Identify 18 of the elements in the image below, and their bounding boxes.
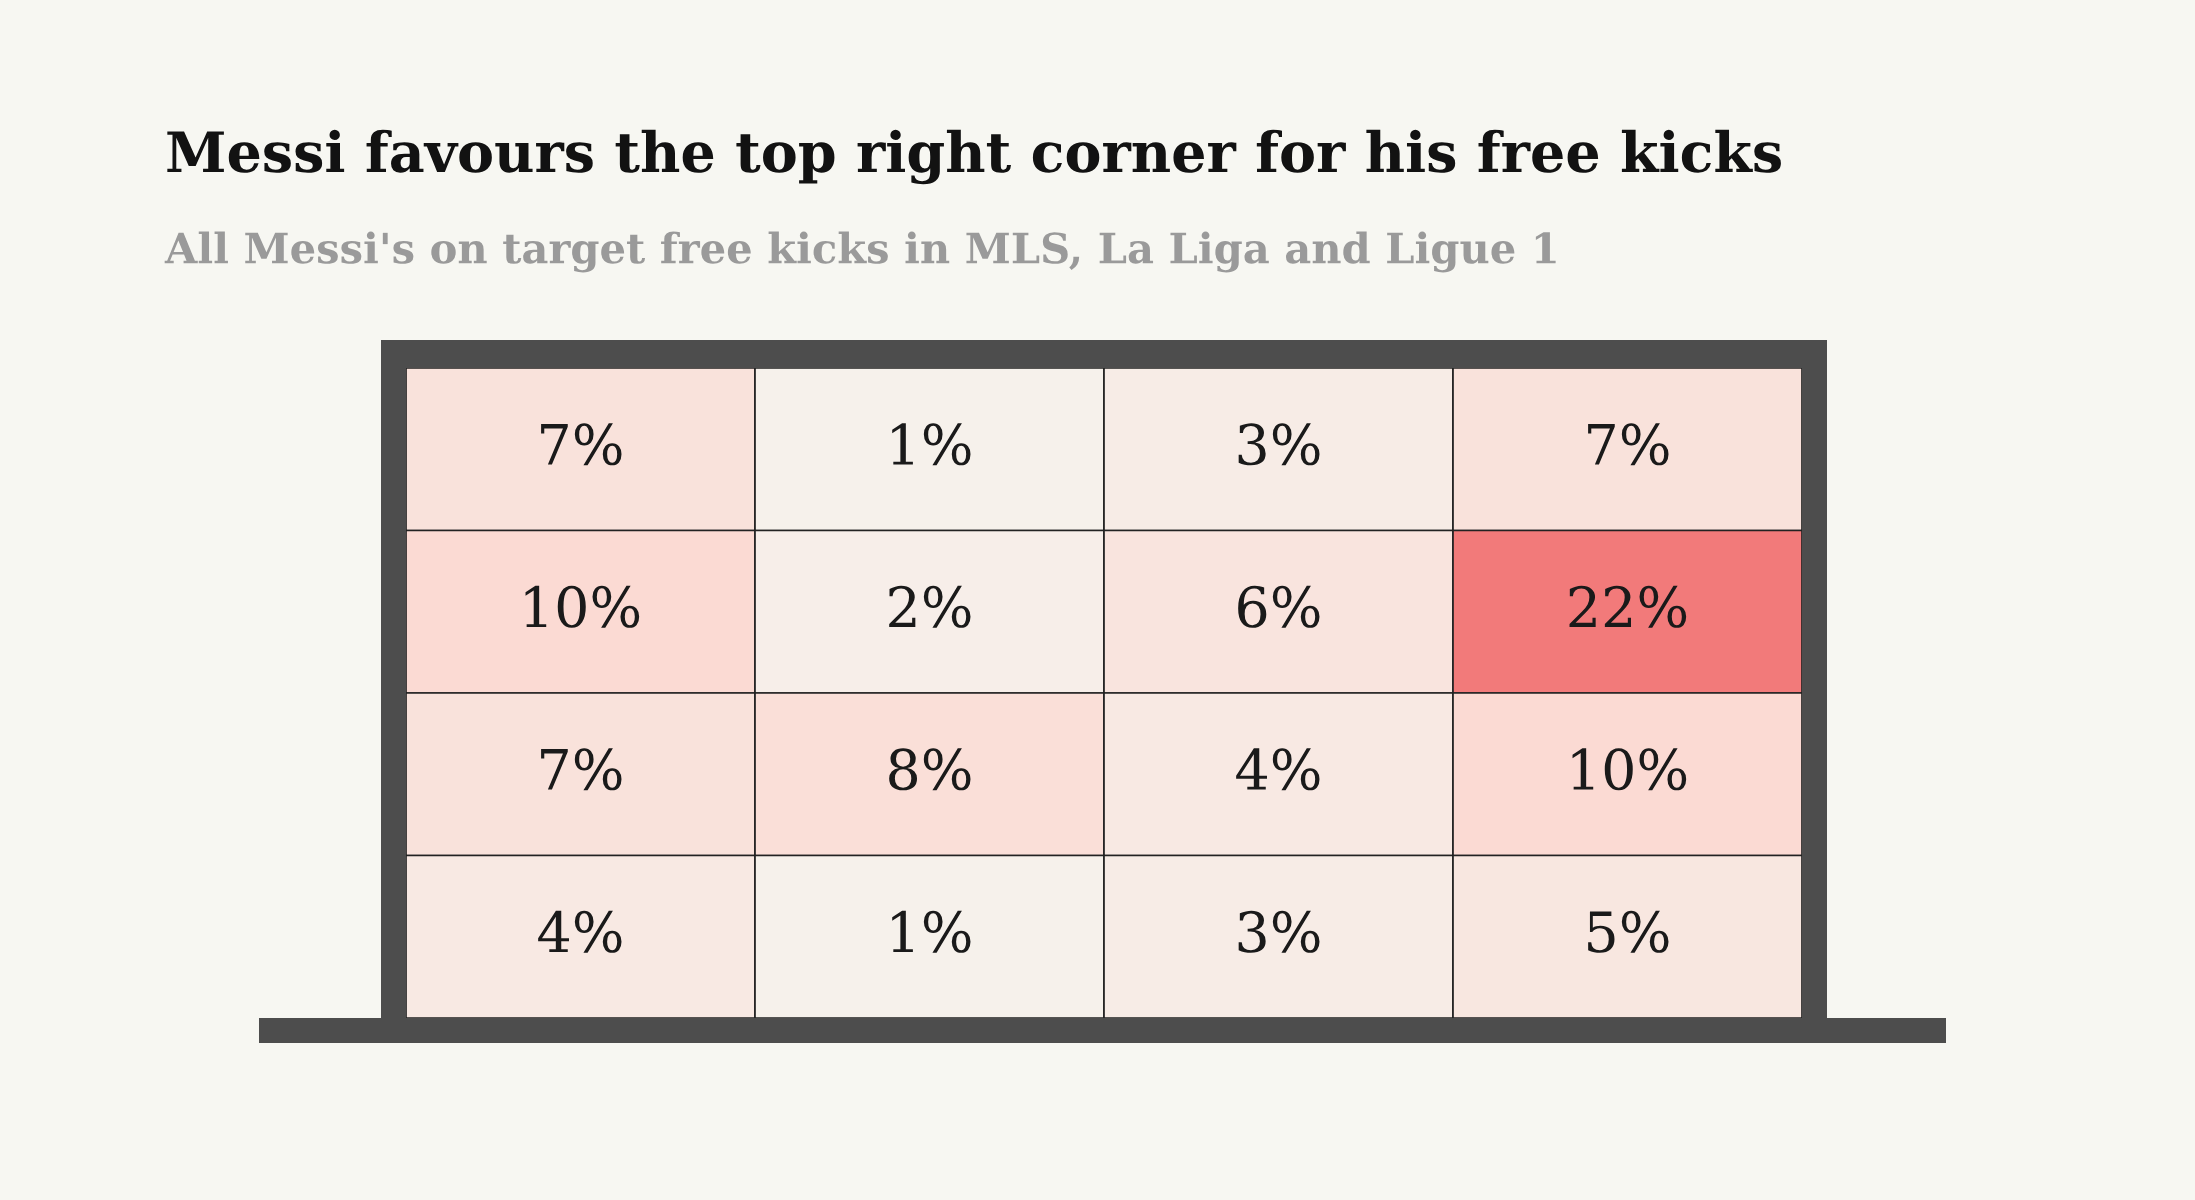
data-label: 7% [541,423,622,466]
chart-subtitle: All Messi's on target free kicks in MLS, La Liga and Ligue 1 [164,231,1556,273]
data-label: 7% [541,748,622,791]
data-label: 5% [1588,910,1669,953]
data-label: 22% [1569,585,1687,628]
data-label: 1% [892,910,971,953]
data-label: 7% [1588,423,1669,466]
chart-title: Messi favours the top right corner for his free kicks [167,129,1781,185]
data-label: 4% [1236,748,1320,791]
data-label: 3% [1238,423,1320,466]
data-label: 4% [538,910,622,953]
data-label: 6% [1238,585,1320,628]
data-label: 10% [525,585,640,628]
data-label: 2% [889,585,971,628]
data-label: 10% [1572,748,1687,791]
data-label: 8% [889,748,971,791]
data-label: 1% [892,423,971,466]
data-label: 3% [1238,910,1320,953]
